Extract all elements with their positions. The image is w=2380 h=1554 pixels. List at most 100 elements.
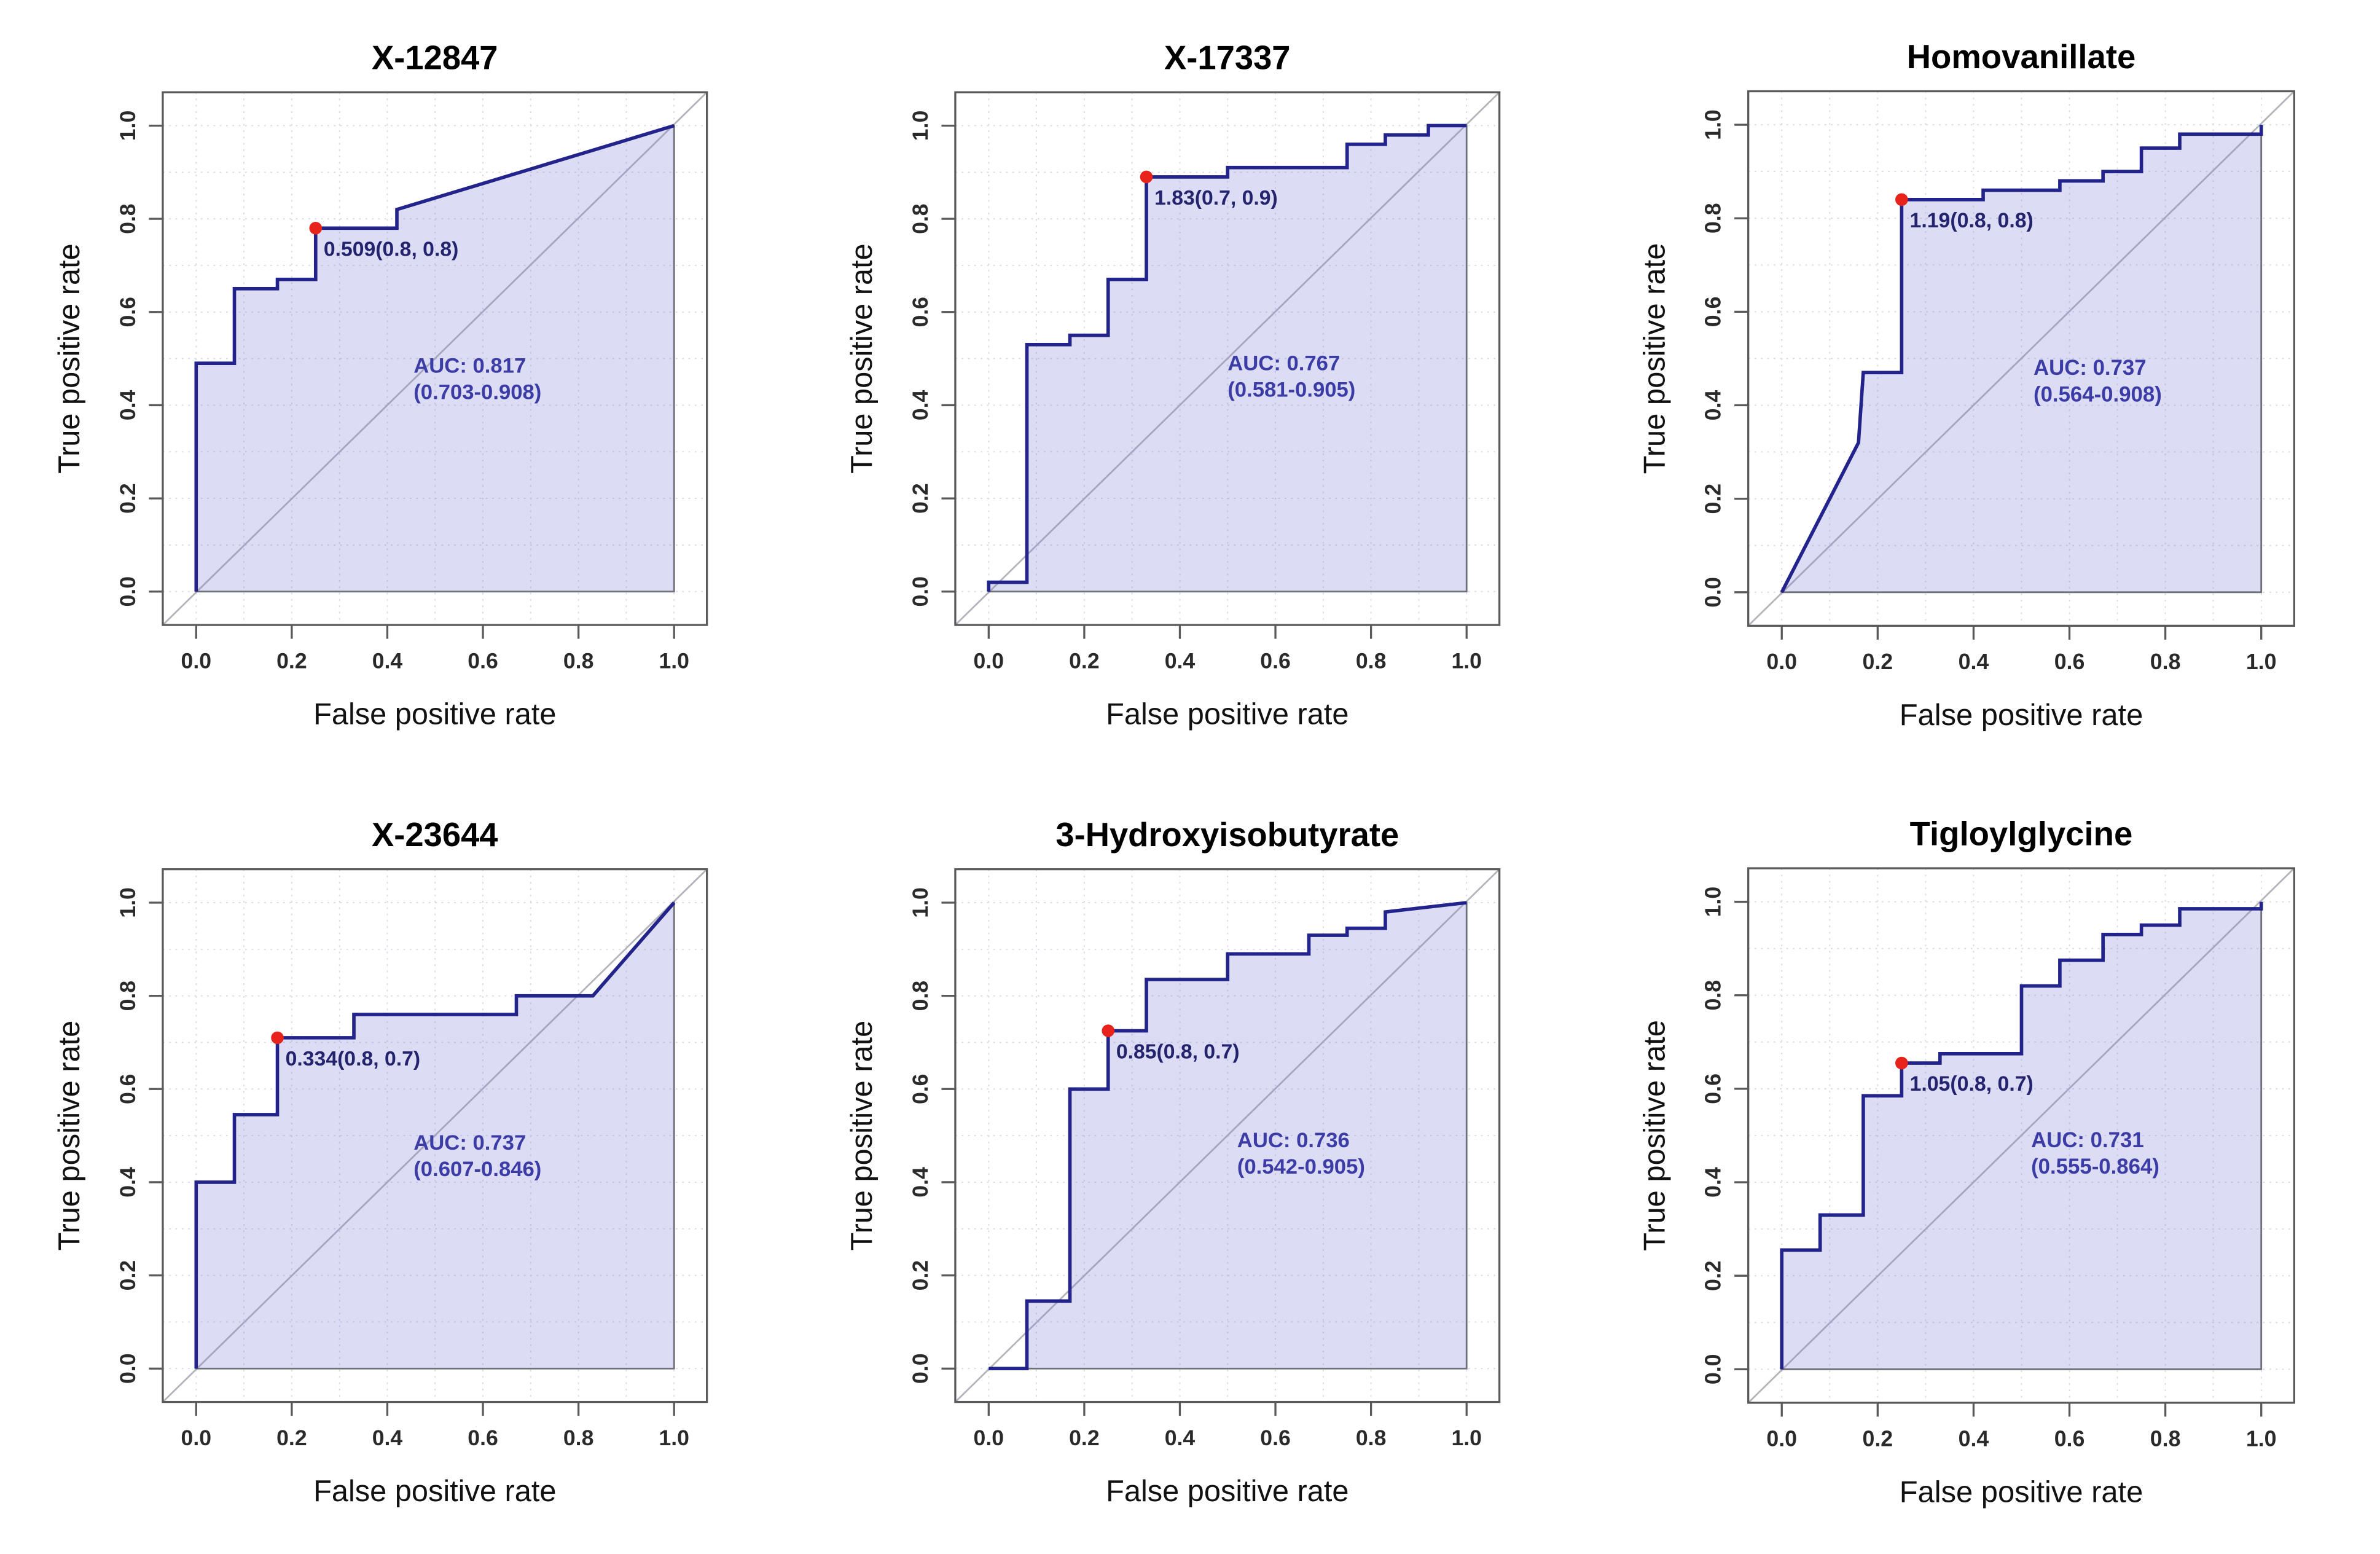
x-tick-label: 0.0: [1766, 1426, 1797, 1451]
auc-label: AUC: 0.736: [1237, 1129, 1350, 1152]
y-tick-label: 0.4: [1701, 390, 1726, 421]
chance-diagonal: [954, 92, 1500, 626]
plot-frame: [954, 91, 1501, 626]
roc-curve: [988, 901, 1467, 1371]
x-tick-label: 0.6: [1260, 648, 1291, 673]
x-tick-label: 0.4: [1959, 1426, 1989, 1451]
x-tick-label: 0.2: [1862, 649, 1893, 674]
roc-plot-svg: 0.0 0.0 0.2 0.2 0.4 0.4 0.6 0.6 0.8 0.8 1.0 1.0 1.05…: [1638, 815, 2295, 1509]
x-axis-label: False positive rate: [1106, 697, 1349, 731]
auc-area: [1780, 901, 2263, 1370]
x-tick-label: 0.4: [372, 1426, 403, 1450]
y-tick-label: 0.6: [1701, 1073, 1726, 1104]
x-tick-label: 0.6: [468, 1426, 498, 1450]
y-tick-label: 0.4: [908, 1167, 933, 1198]
threshold-annotation: 0.85(0.8, 0.7): [1116, 1040, 1240, 1063]
plot-frame: [954, 868, 1501, 1403]
x-tick-label: 0.8: [1356, 648, 1387, 673]
chance-diagonal: [162, 92, 708, 626]
x-tick-label: 0.0: [974, 648, 1004, 673]
x-tick-label: 0.6: [468, 648, 498, 673]
auc-ci-label: (0.555-0.864): [2031, 1155, 2159, 1179]
optimal-threshold-marker: [309, 221, 323, 235]
y-tick-label: 0.0: [115, 1353, 140, 1384]
y-tick-label: 1.0: [908, 887, 933, 918]
optimal-threshold-marker: [1895, 193, 1908, 206]
chance-diagonal: [954, 868, 1500, 1403]
x-tick-label: 0.8: [1356, 1426, 1387, 1450]
x-axis-label: False positive rate: [1900, 1476, 2143, 1509]
y-axis-label: True positive rate: [53, 1021, 86, 1251]
x-tick-label: 0.4: [1165, 1426, 1196, 1450]
roc-curve: [194, 901, 676, 1369]
auc-label: AUC: 0.731: [2031, 1129, 2144, 1152]
x-tick-label: 0.8: [2150, 1426, 2181, 1451]
y-axis-label: True positive rate: [1638, 243, 1671, 474]
y-tick-label: 0.6: [115, 1074, 140, 1105]
x-tick-label: 0.8: [563, 648, 594, 673]
y-tick-label: 0.8: [908, 203, 933, 234]
x-tick-label: 0.2: [1069, 648, 1100, 673]
y-tick-label: 0.6: [908, 297, 933, 328]
y-tick-label: 0.2: [1701, 484, 1726, 514]
y-tick-label: 0.8: [1701, 203, 1726, 233]
auc-ci-label: (0.703-0.908): [413, 380, 541, 404]
roc-curve: [194, 124, 675, 592]
auc-area: [1780, 125, 2263, 594]
plot-frame: [1747, 867, 2295, 1404]
plot-frame: [1747, 90, 2295, 627]
auc-ci-label: (0.564-0.908): [2034, 383, 2162, 406]
y-tick-label: 0.4: [1701, 1167, 1726, 1198]
roc-chart: 0.0 0.0 0.2 0.2 0.4 0.4 0.6 0.6 0.8 0.8 1.0 1.0 1.19…: [1610, 10, 2355, 764]
y-tick-label: 0.8: [1701, 980, 1726, 1011]
x-tick-label: 0.0: [974, 1426, 1004, 1450]
plot-title: 3-Hydroxyisobutyrate: [1055, 816, 1399, 854]
roc-plot-svg: 0.0 0.0 0.2 0.2 0.4 0.4 0.6 0.6 0.8 0.8 1.0 1.0 0.85…: [845, 816, 1501, 1508]
y-tick-label: 0.8: [115, 203, 140, 234]
y-axis-label: True positive rate: [1638, 1020, 1671, 1251]
y-tick-label: 0.8: [115, 981, 140, 1011]
roc-curve: [1780, 901, 2263, 1370]
y-tick-label: 0.6: [908, 1074, 933, 1105]
y-tick-label: 0.6: [115, 297, 140, 328]
x-tick-label: 1.0: [659, 1426, 689, 1450]
roc-plot-svg: 0.0 0.0 0.2 0.2 0.4 0.4 0.6 0.6 0.8 0.8 1.0 1.0 0.33…: [53, 816, 708, 1508]
y-tick-label: 1.0: [1701, 109, 1726, 140]
x-tick-label: 0.4: [372, 648, 403, 673]
y-tick-label: 0.2: [908, 483, 933, 514]
y-tick-label: 0.4: [115, 1167, 140, 1198]
auc-label: AUC: 0.767: [1227, 352, 1340, 375]
roc-chart: 0.0 0.0 0.2 0.2 0.4 0.4 0.6 0.6 0.8 0.8 1.0 1.0 1.05…: [1610, 784, 2355, 1544]
x-tick-label: 0.6: [2054, 1426, 2085, 1451]
roc-plot-svg: 0.0 0.0 0.2 0.2 0.4 0.4 0.6 0.6 0.8 0.8 1.0 1.0 0.50…: [53, 39, 708, 731]
x-tick-label: 1.0: [659, 648, 689, 673]
plot-title: X-17337: [1164, 39, 1291, 77]
x-tick-label: 0.0: [181, 1426, 212, 1450]
y-tick-label: 1.0: [115, 111, 140, 141]
x-axis-label: False positive rate: [1900, 699, 2143, 732]
y-axis-label: True positive rate: [845, 243, 879, 474]
roc-curve: [1780, 125, 2263, 594]
roc-plot-svg: 0.0 0.0 0.2 0.2 0.4 0.4 0.6 0.6 0.8 0.8 1.0 1.0 1.19…: [1638, 38, 2295, 732]
y-tick-label: 0.2: [115, 1260, 140, 1291]
plot-title: Tigloylglycine: [1910, 815, 2133, 852]
x-tick-label: 0.0: [181, 648, 212, 673]
auc-ci-label: (0.581-0.905): [1227, 379, 1355, 402]
optimal-threshold-marker: [1140, 170, 1153, 184]
auc-ci-label: (0.607-0.846): [413, 1158, 541, 1181]
x-tick-label: 0.4: [1959, 649, 1989, 674]
x-tick-label: 1.0: [2246, 1426, 2277, 1451]
plot-title: Homovanillate: [1907, 38, 2136, 76]
x-tick-label: 0.2: [276, 648, 307, 673]
roc-chart: 0.0 0.0 0.2 0.2 0.4 0.4 0.6 0.6 0.8 0.8 1.0 1.0 0.33…: [25, 784, 768, 1544]
y-axis-label: True positive rate: [845, 1021, 879, 1251]
plot-frame: [162, 91, 708, 626]
auc-label: AUC: 0.737: [2034, 356, 2147, 380]
x-tick-label: 1.0: [2246, 649, 2277, 674]
y-tick-label: 1.0: [908, 111, 933, 141]
chance-diagonal: [162, 868, 708, 1403]
y-tick-label: 1.0: [1701, 887, 1726, 917]
optimal-threshold-marker: [271, 1031, 284, 1045]
threshold-annotation: 1.83(0.7, 0.9): [1154, 186, 1278, 210]
